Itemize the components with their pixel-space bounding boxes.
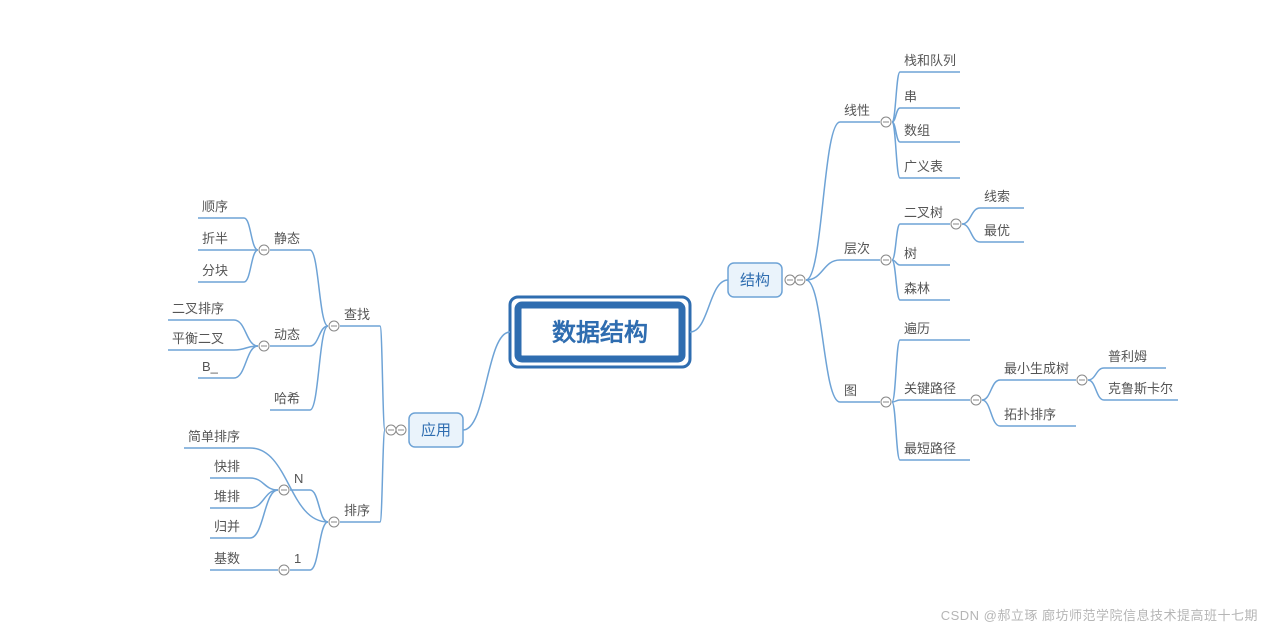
connector	[806, 122, 840, 280]
node-栈和队列: 栈和队列	[904, 53, 956, 68]
connector	[892, 224, 900, 260]
watermark-text: CSDN @郝立琢 廊坊师范学院信息技术提高班十七期	[941, 605, 1258, 624]
node-分块: 分块	[202, 263, 228, 278]
node-串: 串	[904, 89, 917, 104]
connector	[380, 326, 385, 430]
node-线性: 线性	[844, 103, 870, 118]
node-克鲁斯卡尔: 克鲁斯卡尔	[1108, 381, 1173, 396]
node-平衡二叉: 平衡二叉	[172, 331, 224, 346]
connector	[244, 250, 258, 282]
connector	[234, 346, 258, 378]
node-折半: 折半	[202, 231, 228, 246]
connector	[1088, 380, 1104, 400]
connector	[982, 380, 1000, 400]
connector	[250, 478, 278, 490]
node-层次: 层次	[844, 241, 870, 256]
mindmap-canvas: 数据结构 结构 线性 栈和队列串数组广义表层次 二叉树 线索最优树森林图 遍历关键路径 最小生…	[0, 0, 1268, 630]
node-最优: 最优	[984, 223, 1010, 238]
connector	[310, 250, 328, 326]
node-最短路径: 最短路径	[904, 441, 956, 456]
node-堆排: 堆排	[214, 489, 240, 504]
node-动态: 动态	[274, 327, 300, 342]
node-广义表: 广义表	[904, 159, 943, 174]
node-拓扑排序: 拓扑排序	[1004, 407, 1056, 422]
connector	[690, 280, 728, 332]
node-静态: 静态	[274, 231, 300, 246]
node-排序: 排序	[344, 503, 370, 518]
connector	[892, 402, 900, 460]
branch-label-应用: 应用	[421, 421, 451, 439]
node-森林: 森林	[904, 281, 930, 296]
connector	[806, 260, 840, 280]
node-归并: 归并	[214, 519, 240, 534]
node-数组: 数组	[904, 123, 930, 138]
connector	[250, 448, 328, 522]
connector	[892, 340, 900, 402]
node-查找: 查找	[344, 307, 370, 322]
node-二叉树: 二叉树	[904, 205, 943, 220]
node-树: 树	[904, 246, 917, 261]
connector	[310, 326, 328, 410]
node-遍历: 遍历	[904, 321, 930, 336]
branch-label-结构: 结构	[740, 272, 770, 289]
node-顺序: 顺序	[202, 199, 228, 214]
root-label: 数据结构	[552, 318, 648, 346]
connector	[1088, 368, 1104, 380]
node-1: 1	[294, 551, 301, 566]
node-图: 图	[844, 383, 857, 398]
node-哈希: 哈希	[274, 391, 300, 406]
node-普利姆: 普利姆	[1108, 349, 1147, 364]
node-快排: 快排	[214, 459, 240, 474]
connector	[463, 332, 510, 430]
node-B_: B_	[202, 359, 219, 374]
connector	[962, 224, 980, 242]
node-线索: 线索	[984, 189, 1010, 204]
connector	[892, 260, 900, 300]
node-关键路径: 关键路径	[904, 381, 956, 396]
node-最小生成树: 最小生成树	[1004, 361, 1069, 376]
connector	[250, 490, 278, 538]
connector	[234, 320, 258, 346]
connector	[310, 522, 328, 570]
node-简单排序: 简单排序	[188, 429, 240, 444]
connector	[806, 280, 840, 402]
connector	[982, 400, 1000, 426]
connector	[244, 218, 258, 250]
connector	[962, 208, 980, 224]
node-二叉排序: 二叉排序	[172, 301, 224, 316]
node-基数: 基数	[214, 551, 240, 566]
node-N: N	[294, 471, 303, 486]
connector	[380, 430, 385, 522]
